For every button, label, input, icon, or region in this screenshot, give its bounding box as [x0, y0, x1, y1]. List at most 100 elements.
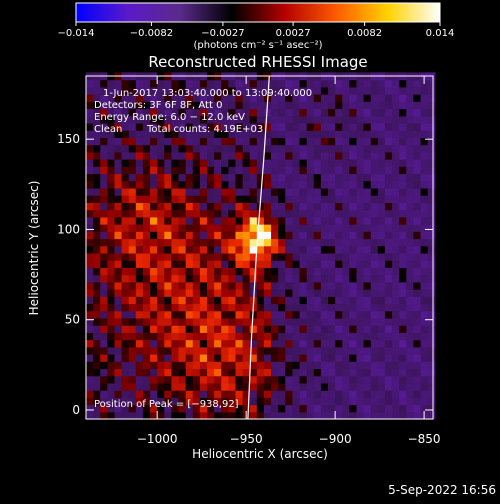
heatmap-cell: [363, 310, 372, 319]
x-axis-tick-label: −850: [408, 432, 441, 446]
heatmap-cell: [278, 274, 286, 283]
heatmap-cell: [242, 289, 251, 297]
heatmap-cell: [320, 260, 329, 268]
heatmap-cell: [164, 310, 173, 319]
heatmap-cell: [356, 202, 365, 211]
heatmap-cell: [392, 346, 400, 355]
heatmap-cell: [185, 187, 194, 196]
heatmap-cell: [185, 216, 194, 225]
heatmap-cell: [306, 361, 315, 370]
heatmap-cell: [114, 180, 123, 189]
heatmap-cell: [235, 267, 244, 276]
heatmap-cell: [142, 137, 151, 146]
heatmap-cell: [285, 108, 294, 117]
heatmap-cell: [292, 252, 301, 261]
heatmap-cell: [150, 411, 158, 420]
heatmap-cell: [128, 166, 137, 175]
heatmap-cell: [221, 108, 229, 117]
heatmap-cell: [292, 267, 301, 276]
x-axis-tick-label: −900: [319, 432, 352, 446]
heatmap-cell: [157, 346, 165, 355]
heatmap-cell: [406, 339, 415, 348]
heatmap-cell: [171, 151, 180, 160]
heatmap-cell: [199, 209, 208, 218]
heatmap-cell: [370, 151, 379, 160]
heatmap-cell: [406, 404, 415, 413]
heatmap-cell: [178, 159, 187, 167]
heatmap-cell: [278, 354, 286, 362]
heatmap-cell: [86, 202, 94, 211]
heatmap-cell: [114, 238, 123, 247]
heatmap-cell: [242, 339, 251, 348]
heatmap-cell: [164, 411, 173, 420]
heatmap-cell: [363, 86, 372, 95]
heatmap-cell: [228, 252, 237, 261]
heatmap-cell: [306, 79, 315, 88]
heatmap-cell: [121, 281, 130, 290]
heatmap-cell: [427, 195, 436, 203]
heatmap-cell: [199, 224, 208, 232]
plot-frame: [85, 75, 434, 420]
heatmap-cell: [207, 325, 215, 333]
heatmap-cell: [242, 346, 251, 355]
heatmap-cell: [384, 86, 393, 95]
heatmap-cell: [420, 238, 429, 247]
heatmap-cell: [249, 101, 258, 110]
heatmap-cell: [142, 238, 151, 247]
heatmap-cell: [413, 231, 422, 240]
heatmap-cell: [135, 252, 144, 261]
heatmap-cell: [128, 281, 137, 290]
heatmap-cell: [249, 325, 258, 333]
heatmap-cell: [292, 151, 301, 160]
heatmap-cell: [228, 375, 237, 384]
heatmap-cell: [342, 108, 350, 117]
heatmap-cell: [356, 130, 365, 138]
heatmap-cell: [420, 144, 429, 153]
heatmap-cell: [384, 332, 393, 341]
heatmap-cell: [128, 397, 137, 406]
heatmap-cell: [128, 216, 137, 225]
heatmap-cell: [271, 79, 279, 88]
heatmap-cell: [392, 289, 400, 297]
heatmap-cell: [420, 375, 429, 384]
heatmap-cell: [235, 332, 244, 341]
heatmap-cell: [263, 317, 272, 326]
heatmap-cell: [114, 151, 123, 160]
heatmap-cell: [399, 404, 407, 413]
heatmap-cell: [335, 151, 343, 160]
heatmap-cell: [271, 281, 279, 290]
heatmap-cell: [221, 166, 229, 175]
heatmap-cell: [171, 332, 180, 341]
heatmap-cell: [157, 238, 165, 247]
heatmap-cell: [164, 115, 173, 124]
heatmap-cell: [356, 397, 365, 406]
heatmap-cell: [427, 79, 436, 88]
heatmap-cell: [392, 245, 400, 254]
heatmap-cell: [171, 368, 180, 377]
heatmap-cell: [157, 231, 165, 240]
heatmap-cell: [128, 224, 137, 232]
heatmap-cell: [150, 231, 158, 240]
heatmap-cell: [164, 224, 173, 232]
heatmap-cell: [349, 260, 358, 268]
heatmap-cell: [299, 339, 308, 348]
heatmap-cell: [121, 317, 130, 326]
heatmap-cell: [384, 296, 393, 305]
heatmap-cell: [207, 289, 215, 297]
heatmap-cell: [235, 375, 244, 384]
heatmap-cell: [164, 317, 173, 326]
heatmap-cell: [271, 303, 279, 312]
heatmap-cell: [420, 289, 429, 297]
heatmap-cell: [384, 173, 393, 182]
heatmap-cell: [221, 411, 229, 420]
heatmap-cell: [313, 354, 322, 362]
heatmap-cell: [150, 216, 158, 225]
colorbar-gradient: [75, 2, 441, 23]
heatmap-cell: [392, 252, 400, 261]
heatmap-cell: [221, 130, 229, 138]
heatmap-cell: [135, 274, 144, 283]
heatmap-cell: [342, 187, 350, 196]
heatmap-cell: [328, 325, 336, 333]
heatmap-cell: [192, 108, 201, 117]
heatmap-cell: [349, 209, 358, 218]
